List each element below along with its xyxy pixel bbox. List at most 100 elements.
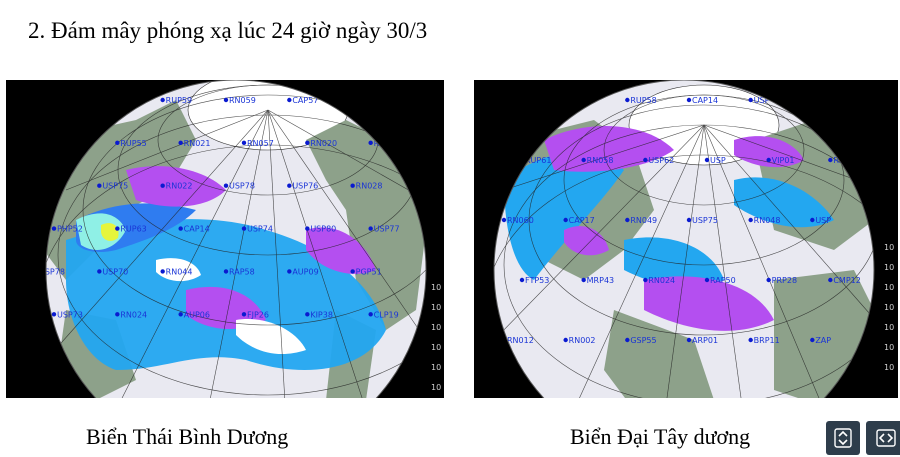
station-label: USP [710,156,726,165]
station-marker [581,277,586,283]
station-label: RUP55 [120,139,146,148]
station-label: USP80 [310,225,336,234]
station-marker [34,98,38,102]
station-marker [305,140,310,146]
station-marker [519,157,525,163]
station-marker [34,355,38,359]
station-marker [287,183,292,188]
left-right-arrows-icon [876,429,896,447]
station-marker [178,140,183,146]
station-marker [501,337,507,343]
station-label: ZAP [815,336,831,345]
station-marker [810,97,815,103]
left-right-arrows-button[interactable] [866,421,900,455]
station-marker [160,269,165,274]
station-label: ARP01 [692,336,718,345]
station-label: RN012 [507,336,534,345]
station-label: USP75 [102,182,128,191]
station-marker [686,97,692,103]
station-marker [115,140,120,146]
up-down-arrows-button[interactable] [826,421,860,455]
station-marker [178,312,183,317]
station-marker [350,183,355,188]
slide-heading: 2. Đám mây phóng xạ lúc 24 giờ ngày 30/3 [28,18,428,43]
station-label: PGP51 [356,267,382,276]
station-label: CAP14 [692,96,718,105]
station-label: USP53 [356,96,382,105]
station-label: CLP19 [374,310,399,319]
station-marker [563,217,568,223]
station-label: NOP49 [39,96,66,105]
station-marker [34,184,38,188]
station-marker [625,337,630,343]
station-label: CAP14 [184,225,210,234]
station-marker [34,269,38,273]
station-marker [686,337,692,343]
station-label: RN057 [247,139,274,148]
station-label: CAP16 [39,182,65,191]
station-marker [810,337,815,343]
station-label: USP74 [247,225,273,234]
station-label: USP [754,96,770,105]
axis-tick-label: 10 [884,343,894,352]
station-label: MRP43 [587,276,614,285]
station-label: PHP52 [57,225,83,234]
station-marker [748,97,753,103]
pacific-radiation-map: NOP49 USP34 RUP59 RN059 CAP57 USP53 MNP RUP55 RN… [6,80,444,398]
station-marker [51,312,57,317]
station-label: USP77 [374,225,400,234]
station-label: USP34 [102,96,128,105]
station-marker [97,97,102,103]
station-marker [178,226,183,231]
station-label: USP78 [39,267,65,276]
axis-tick-label: 10 [431,323,441,332]
station-label: USP75 [692,216,718,225]
station-marker [115,226,120,231]
station-label: BRP11 [754,336,780,345]
station-label: RN044 [166,267,193,276]
station-marker [241,140,247,146]
station-label: RN002 [569,336,596,345]
station-label: MNP [57,139,75,148]
station-marker [828,277,833,283]
axis-tick-label: 10 [884,363,894,372]
axis-tick-label: 10 [431,283,441,292]
station-marker [686,217,692,223]
station-marker [766,277,771,283]
station-marker [160,183,165,188]
station-marker [519,277,525,283]
slide-navigation [826,421,900,455]
station-marker [241,312,247,317]
axis-tick-label: 10 [431,363,441,372]
station-label: RN024 [120,310,147,319]
station-marker [581,157,586,163]
station-marker [704,157,710,163]
station-label: AUP09 [292,267,318,276]
station-label: RAP50 [710,276,736,285]
station-label: RN028 [356,182,383,191]
station-label: FTP53 [525,276,549,285]
station-marker [305,312,310,317]
station-label: VIP01 [772,156,795,165]
station-label: CAP57 [292,96,318,105]
axis-tick-label: 10 [431,383,441,392]
station-marker [643,277,648,283]
station-label: RN048 [754,216,781,225]
station-marker [368,312,373,317]
station-marker [223,97,229,103]
station-marker [223,183,229,188]
station-marker [563,97,568,103]
station-marker [51,226,57,231]
station-marker [305,226,310,231]
station-marker [350,269,355,274]
atlantic-caption: Biển Đại Tây dương [570,424,751,449]
station-marker [643,157,648,163]
station-label: RN021 [184,139,211,148]
station-marker [563,337,568,343]
axis-tick-label: 10 [884,323,894,332]
station-marker [223,269,229,274]
station-marker [625,97,630,103]
station-label: GSP55 [630,336,656,345]
station-marker [501,97,507,103]
station-marker [368,226,373,231]
